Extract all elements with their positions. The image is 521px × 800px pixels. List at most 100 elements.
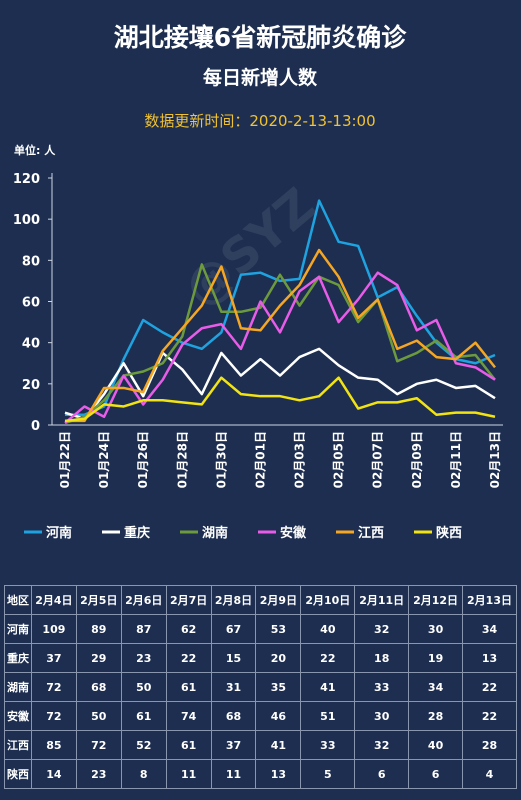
table-cell: 30 bbox=[354, 701, 410, 731]
table-row: 安徽 72 50 61 74 68 46 51 30 28 22 bbox=[4, 701, 517, 731]
table-cell: 河南 bbox=[4, 614, 32, 644]
table-cell: 陕西 bbox=[4, 759, 32, 789]
table-cell: 14 bbox=[30, 759, 77, 789]
table-cell: 23 bbox=[75, 759, 122, 789]
table-cell: 32 bbox=[354, 614, 410, 644]
x-tick-label: 02月01日 bbox=[253, 431, 267, 488]
table-cell: 29 bbox=[75, 643, 122, 673]
table-cell: 40 bbox=[300, 614, 356, 644]
table-cell: 85 bbox=[30, 730, 77, 760]
table-cell: 重庆 bbox=[4, 643, 32, 673]
table-cell: 61 bbox=[165, 730, 212, 760]
table-cell: 31 bbox=[210, 672, 257, 702]
table-cell: 50 bbox=[75, 701, 122, 731]
legend-label: 河南 bbox=[46, 525, 72, 541]
line-series bbox=[64, 263, 496, 425]
table-cell: 87 bbox=[120, 614, 167, 644]
table-cell: 67 bbox=[210, 614, 257, 644]
table-cell: 61 bbox=[165, 672, 212, 702]
table-cell: 89 bbox=[75, 614, 122, 644]
update-time: 数据更新时间：2020-2-13-13:00 bbox=[144, 112, 375, 130]
table-cell: 2月8日 bbox=[210, 585, 257, 615]
y-tick-label: 0 bbox=[31, 419, 40, 434]
x-tick-label: 02月05日 bbox=[332, 431, 346, 488]
x-tick-label: 02月11日 bbox=[449, 431, 463, 488]
table-cell: 22 bbox=[165, 643, 212, 673]
table-cell: 41 bbox=[255, 730, 302, 760]
table-cell: 13 bbox=[462, 643, 517, 673]
table-cell: 2月10日 bbox=[300, 585, 356, 615]
table-row: 重庆 37 29 23 22 15 20 22 18 19 13 bbox=[4, 643, 517, 673]
table-cell: 72 bbox=[30, 701, 77, 731]
line-series bbox=[65, 199, 496, 416]
x-tick-label: 01月26日 bbox=[136, 431, 150, 488]
table-cell: 22 bbox=[462, 672, 517, 702]
table-cell: 2月4日 bbox=[30, 585, 77, 615]
chart-subtitle: 每日新增人数 bbox=[203, 66, 318, 89]
table-cell: 6 bbox=[408, 759, 464, 789]
table-cell: 6 bbox=[354, 759, 410, 789]
chart: 湖北接壤6省新冠肺炎确诊 每日新增人数 数据更新时间：2020-2-13-13:… bbox=[13, 23, 503, 541]
x-tick-label: 01月22日 bbox=[58, 431, 72, 488]
table-cell: 2月6日 bbox=[120, 585, 167, 615]
line-series bbox=[64, 376, 496, 423]
legend-label: 湖南 bbox=[202, 525, 228, 541]
chart-title: 湖北接壤6省新冠肺炎确诊 bbox=[114, 23, 407, 52]
table-cell: 41 bbox=[300, 672, 356, 702]
line-series bbox=[64, 271, 496, 424]
table-cell: 23 bbox=[120, 643, 167, 673]
y-tick-label: 120 bbox=[13, 172, 40, 187]
table-cell: 2月13日 bbox=[462, 585, 517, 615]
legend-label: 陕西 bbox=[436, 525, 462, 541]
table-cell: 50 bbox=[120, 672, 167, 702]
table-cell: 江西 bbox=[4, 730, 32, 760]
table-row: 陕西 14 23 8 11 11 13 5 6 6 4 bbox=[4, 759, 517, 789]
table-cell: 18 bbox=[354, 643, 410, 673]
table-cell: 72 bbox=[75, 730, 122, 760]
table-cell: 46 bbox=[255, 701, 302, 731]
x-tick-label: 02月09日 bbox=[410, 431, 424, 488]
table-cell: 32 bbox=[354, 730, 410, 760]
table-cell: 51 bbox=[300, 701, 356, 731]
table-cell: 2月12日 bbox=[408, 585, 464, 615]
table-cell: 62 bbox=[165, 614, 212, 644]
x-tick-label: 02月07日 bbox=[371, 431, 385, 488]
table-cell: 53 bbox=[255, 614, 302, 644]
watermark: @SYZ bbox=[173, 177, 326, 318]
table-cell: 68 bbox=[75, 672, 122, 702]
table-cell: 33 bbox=[354, 672, 410, 702]
table-cell: 安徽 bbox=[4, 701, 32, 731]
table-cell: 2月9日 bbox=[255, 585, 302, 615]
legend-label: 江西 bbox=[358, 525, 384, 541]
table-cell: 30 bbox=[408, 614, 464, 644]
table-cell: 11 bbox=[165, 759, 212, 789]
legend-label: 安徽 bbox=[280, 525, 307, 541]
table-cell: 15 bbox=[210, 643, 257, 673]
table-cell: 72 bbox=[30, 672, 77, 702]
x-tick-label: 01月30日 bbox=[214, 431, 228, 488]
x-tick-label: 02月03日 bbox=[293, 431, 307, 488]
y-tick-label: 100 bbox=[13, 213, 40, 228]
table-cell: 5 bbox=[300, 759, 356, 789]
x-tick-label: 02月13日 bbox=[488, 431, 502, 488]
table-row: 江西 85 72 52 61 37 41 33 32 40 28 bbox=[4, 730, 517, 760]
legend-label: 重庆 bbox=[124, 525, 150, 541]
table-cell: 61 bbox=[120, 701, 167, 731]
table-cell: 74 bbox=[165, 701, 212, 731]
x-tick-label: 01月24日 bbox=[97, 431, 111, 488]
table-cell: 35 bbox=[255, 672, 302, 702]
table-row: 湖南 72 68 50 61 31 35 41 33 34 22 bbox=[4, 672, 517, 702]
table-cell: 19 bbox=[408, 643, 464, 673]
table-cell: 湖南 bbox=[4, 672, 32, 702]
table-cell: 37 bbox=[30, 643, 77, 673]
table-cell: 11 bbox=[210, 759, 257, 789]
line-series bbox=[64, 347, 496, 421]
y-tick-label: 60 bbox=[22, 296, 40, 311]
table-cell: 13 bbox=[255, 759, 302, 789]
unit-label: 单位: 人 bbox=[14, 143, 56, 157]
table-cell: 33 bbox=[300, 730, 356, 760]
table-cell: 4 bbox=[462, 759, 517, 789]
table-cell: 2月11日 bbox=[354, 585, 410, 615]
table-cell: 68 bbox=[210, 701, 257, 731]
